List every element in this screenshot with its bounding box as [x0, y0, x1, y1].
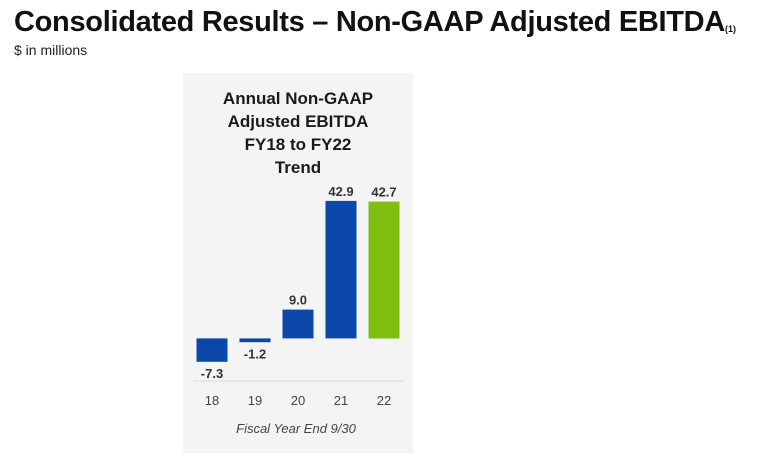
slide-title-text: Consolidated Results – Non-GAAP Adjusted…: [14, 6, 725, 38]
chart-title-line-2: Adjusted EBITDA: [228, 112, 369, 131]
x-tick-label-fy22: 22: [377, 393, 391, 408]
category-ticks-layer: 18 19 20 21 22: [205, 393, 391, 408]
bar-value-label-fy18: -7.3: [201, 366, 223, 381]
slide-title: Consolidated Results – Non-GAAP Adjusted…: [14, 6, 736, 39]
bar-value-label-fy22: 42.7: [371, 185, 396, 200]
bar-fy20: [282, 309, 314, 339]
bar-value-label-fy19: -1.2: [244, 346, 266, 361]
chart-title-line-4: Trend: [275, 158, 321, 177]
units-subtitle: $ in millions: [14, 42, 88, 58]
bar-fy21: [325, 200, 357, 339]
bar-fy18: [196, 338, 228, 362]
chart-title-line-3: FY18 to FY22: [245, 135, 352, 154]
x-tick-label-fy20: 20: [291, 393, 305, 408]
bar-fy19: [239, 338, 271, 343]
x-tick-label-fy18: 18: [205, 393, 219, 408]
x-tick-label-fy21: 21: [334, 393, 348, 408]
bars-layer: -7.3 -1.2 9.0 42.9 42.7: [196, 184, 400, 381]
bar-value-label-fy21: 42.9: [328, 184, 353, 199]
chart-panel: Annual Non-GAAP Adjusted EBITDA FY18 to …: [183, 73, 413, 453]
x-tick-label-fy19: 19: [248, 393, 262, 408]
x-axis-label: Fiscal Year End 9/30: [236, 421, 356, 436]
title-footnote-marker: (1): [724, 24, 736, 34]
bar-value-label-fy20: 9.0: [289, 293, 307, 308]
bar-fy22: [368, 201, 400, 339]
ebitda-bar-chart: Annual Non-GAAP Adjusted EBITDA FY18 to …: [193, 89, 403, 436]
chart-title-line-1: Annual Non-GAAP: [223, 89, 373, 108]
chart-title: Annual Non-GAAP Adjusted EBITDA FY18 to …: [223, 89, 373, 177]
